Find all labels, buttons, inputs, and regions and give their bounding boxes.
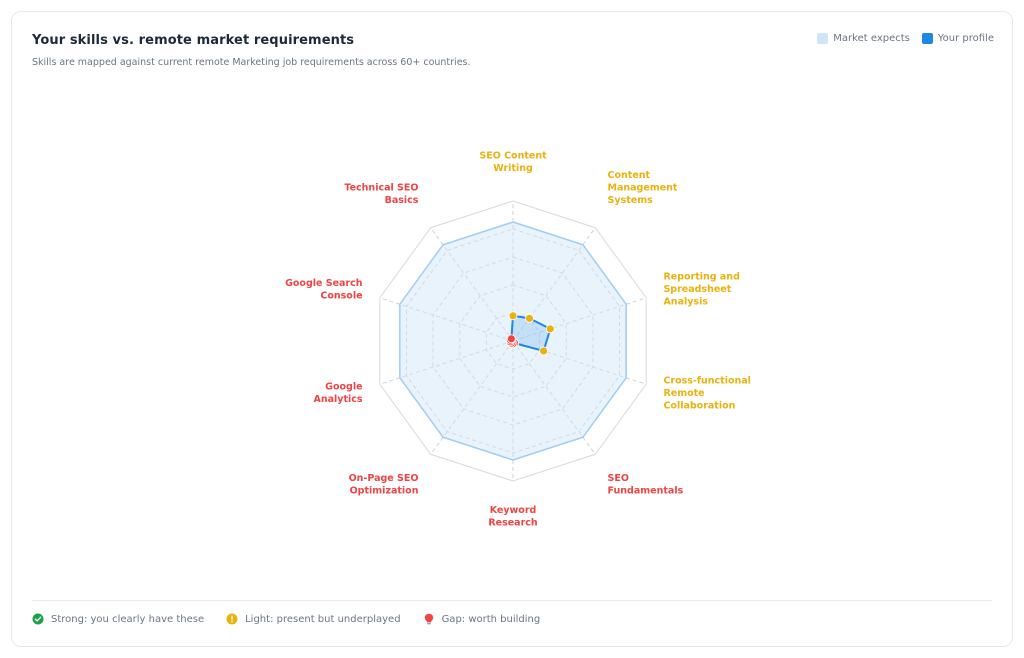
- axis-label: Google Analytics: [313, 382, 362, 406]
- profile-point: [545, 324, 555, 334]
- status-strong: Strong: you clearly have these: [32, 613, 204, 625]
- radar-spoke: [379, 340, 514, 385]
- legend-label-market: Market expects: [833, 33, 910, 44]
- axis-label: Reporting and Spreadsheet Analysis: [663, 272, 739, 308]
- profile-point: [525, 313, 534, 323]
- radar-spoke: [430, 340, 514, 455]
- status-light: Light: present but underplayed: [226, 613, 401, 625]
- status-legend: Strong: you clearly have these Light: pr…: [32, 613, 540, 625]
- axis-label: On-Page SEO Optimization: [349, 473, 419, 497]
- profile-point: [539, 346, 549, 356]
- radar-grid-ring-2: [459, 284, 567, 398]
- legend-swatch-profile: [921, 33, 933, 44]
- profile-point: [506, 334, 516, 344]
- status-strong-label: Strong: you clearly have these: [51, 613, 205, 625]
- axis-label: Content Management Systems: [608, 170, 678, 206]
- check-circle-icon: [32, 613, 44, 625]
- legend-swatch-market: [817, 33, 829, 44]
- lightbulb-icon: [424, 613, 433, 625]
- radar-spoke: [512, 227, 596, 342]
- chart-legend: Market expects Your profile: [817, 33, 994, 44]
- axis-label: Cross-functional Remote Collaboration: [663, 375, 750, 411]
- radar-spoke: [430, 227, 514, 342]
- status-light-label: Light: present but underplayed: [245, 613, 401, 625]
- axis-label: SEO Fundamentals: [608, 473, 684, 497]
- profile-point: [508, 311, 518, 321]
- card-title: Your skills vs. remote market requiremen…: [32, 33, 355, 48]
- radar-spoke: [512, 340, 596, 455]
- radar-spoke: [512, 297, 647, 342]
- radar-grid-ring-5: [379, 200, 647, 482]
- axis-label: Google Search Console: [285, 278, 363, 302]
- status-gap-label: Gap: worth building: [441, 613, 541, 625]
- status-gap: Gap: worth building: [423, 613, 541, 625]
- axis-label: SEO Content Writing: [479, 151, 547, 175]
- legend-item-market[interactable]: Market expects: [817, 33, 910, 44]
- card-subtitle: Skills are mapped against current remote…: [32, 57, 471, 68]
- axis-label: Keyword Research: [488, 505, 538, 529]
- warning-circle-icon: [226, 613, 238, 625]
- legend-item-profile[interactable]: Your profile: [921, 33, 994, 44]
- footer-divider: [32, 600, 992, 601]
- legend-label-profile: Your profile: [937, 33, 994, 44]
- radar-spoke: [379, 297, 514, 342]
- axis-label: Technical SEO Basics: [344, 183, 418, 207]
